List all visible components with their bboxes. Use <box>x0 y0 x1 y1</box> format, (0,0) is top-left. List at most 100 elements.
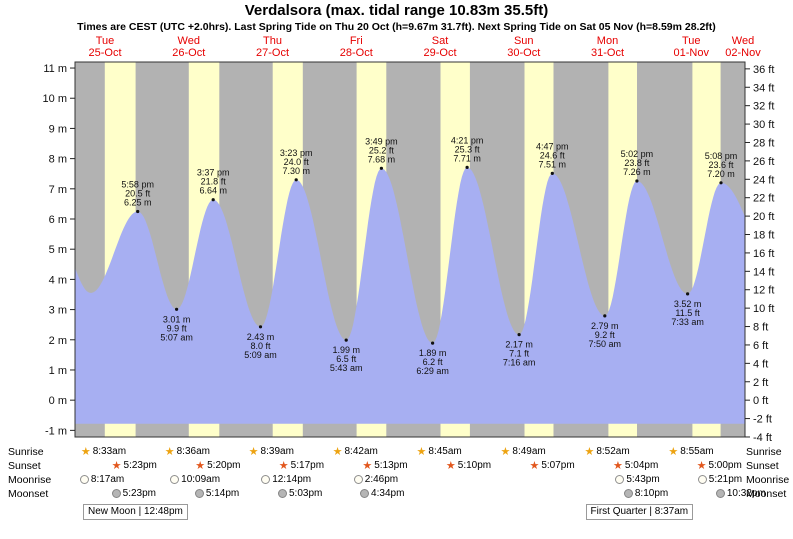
right-axis-label: 28 ft <box>753 137 774 149</box>
sunset-entry: ★ 5:17pm <box>279 460 324 471</box>
sunrise-entry: ★ 8:33am <box>81 446 126 457</box>
moonset-time: 5:14pm <box>205 488 240 499</box>
page-title: Verdalsora (max. tidal range 10.83m 35.5… <box>244 2 549 19</box>
sunrise-star-icon: ★ <box>500 445 511 458</box>
tide-annotation: 24.0 ft <box>284 157 310 167</box>
left-axis-label: 10 m <box>43 93 67 105</box>
page-subtitle: Times are CEST (UTC +2.0hrs). Last Sprin… <box>77 21 716 33</box>
sunrise-time: 8:39am <box>260 446 294 457</box>
tide-annotation: 7.26 m <box>623 167 651 177</box>
left-axis-label: 8 m <box>49 154 67 166</box>
row-label-sunset-left: Sunset <box>8 460 41 472</box>
tide-annotation: 25.3 ft <box>455 144 481 154</box>
sunset-star-icon: ★ <box>613 459 623 472</box>
tide-annotation: 7.1 ft <box>509 349 530 359</box>
tide-annotation: 5:07 am <box>160 332 193 342</box>
moonrise-moon-icon <box>615 475 625 484</box>
sunrise-entry: ★ 8:45am <box>417 446 462 457</box>
right-axis-label: 0 ft <box>753 395 768 407</box>
sunset-time: 5:07pm <box>541 460 575 471</box>
sunset-time: 5:13pm <box>374 460 408 471</box>
day-label-weekday: Wed <box>732 35 754 47</box>
left-axis-label: 6 m <box>49 214 67 226</box>
left-axis-label: 9 m <box>49 123 67 135</box>
tide-annotation: 6.2 ft <box>423 357 444 367</box>
moonrise-moon-icon <box>79 475 89 484</box>
moon-phase-note: New Moon | 12:48pm <box>83 504 188 520</box>
moonset-moon-icon <box>277 489 287 498</box>
sunset-star-icon: ★ <box>111 459 122 472</box>
tide-annotation: 7.20 m <box>707 169 735 179</box>
sunrise-entry: ★ 8:36am <box>165 446 210 457</box>
tide-annotation: 20.5 ft <box>125 189 151 199</box>
moonset-moon-icon <box>623 489 633 498</box>
tide-curve-area <box>75 167 745 424</box>
left-axis-label: 2 m <box>49 335 67 347</box>
moonset-time: 10:32pm <box>726 488 766 499</box>
moonrise-moon-icon <box>353 475 363 484</box>
right-axis-label: 20 ft <box>753 211 774 223</box>
day-label-date: 29-Oct <box>423 47 456 59</box>
left-axis-label: 3 m <box>49 305 67 317</box>
left-axis-label: 11 m <box>43 63 67 75</box>
right-axis-label: 30 ft <box>753 119 774 131</box>
sunrise-star-icon: ★ <box>80 445 91 458</box>
tide-extreme-marker <box>258 325 263 329</box>
right-axis-label: 2 ft <box>753 377 768 389</box>
moonset-time: 5:03pm <box>288 488 323 499</box>
right-axis-label: 36 ft <box>753 64 774 76</box>
day-label-date: 30-Oct <box>507 47 540 59</box>
sunset-entry: ★ 5:20pm <box>195 460 240 471</box>
left-axis-label: -1 m <box>45 425 67 437</box>
day-label-weekday: Sat <box>432 35 449 47</box>
tide-annotation: 3.52 m <box>674 299 702 309</box>
left-axis-label: 0 m <box>49 395 67 407</box>
tide-extreme-marker <box>175 307 179 311</box>
tide-annotation: 5:08 pm <box>705 151 738 161</box>
tide-annotation: 7:33 am <box>671 317 704 327</box>
right-axis-label: 14 ft <box>753 266 774 278</box>
moonset-time: 4:34pm <box>371 488 405 499</box>
sunrise-time: 8:49am <box>512 446 546 457</box>
day-label-weekday: Tue <box>682 35 701 47</box>
tide-extreme-marker <box>294 178 298 182</box>
tide-chart: 11 m 10 m 9 m 8 m 7 m 6 m 5 m 4 m 3 m 2 m 1 m 0 m -1… <box>43 35 775 442</box>
row-label-sunset-right: Sunset <box>746 460 779 472</box>
sunrise-entry: ★ 8:42am <box>333 446 378 457</box>
moonrise-time: 5:21pm <box>708 474 743 485</box>
sunrise-star-icon: ★ <box>584 445 595 458</box>
tide-annotation: 3.01 m <box>163 314 191 324</box>
row-label-moonset-left: Moonset <box>8 488 49 500</box>
right-axis-label: 18 ft <box>753 230 774 242</box>
tide-annotation: 8.0 ft <box>250 341 271 351</box>
tide-annotation: 2.79 m <box>591 321 619 331</box>
tide-annotation: 3:23 pm <box>280 148 313 158</box>
day-label-weekday: Tue <box>96 35 115 47</box>
sunrise-time: 8:33am <box>92 446 127 457</box>
tide-annotation: 11.5 ft <box>675 308 700 318</box>
tide-extreme-marker <box>379 166 383 170</box>
day-label-weekday: Sun <box>514 35 534 47</box>
sunset-star-icon: ★ <box>445 459 456 472</box>
sunset-time: 5:23pm <box>123 460 157 471</box>
tide-annotation: 2.43 m <box>247 332 275 342</box>
right-axis-label: 34 ft <box>753 82 774 94</box>
tide-extreme-marker <box>603 314 607 318</box>
moonrise-entry: 12:14pm <box>261 474 311 485</box>
tide-extreme-marker <box>211 198 215 202</box>
tide-annotation: 7:16 am <box>503 358 536 368</box>
tide-extreme-marker <box>635 179 639 183</box>
sunset-entry: ★ 5:13pm <box>362 460 407 471</box>
day-label-date: 28-Oct <box>340 47 373 59</box>
sunrise-time: 8:36am <box>176 446 210 457</box>
tide-annotation: 3:37 pm <box>197 168 230 178</box>
day-label-date: 02-Nov <box>725 47 761 59</box>
moonset-entry: 5:03pm <box>277 488 323 499</box>
sunrise-time: 8:55am <box>680 446 714 457</box>
tide-annotation: 7.51 m <box>539 159 567 169</box>
right-axis-label: 10 ft <box>753 303 774 315</box>
tide-annotation: 6:29 am <box>416 366 449 376</box>
tide-annotation: 9.9 ft <box>167 323 188 333</box>
tide-annotation: 5:58 pm <box>121 180 154 190</box>
